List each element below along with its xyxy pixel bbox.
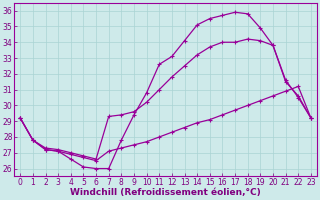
X-axis label: Windchill (Refroidissement éolien,°C): Windchill (Refroidissement éolien,°C) (70, 188, 261, 197)
